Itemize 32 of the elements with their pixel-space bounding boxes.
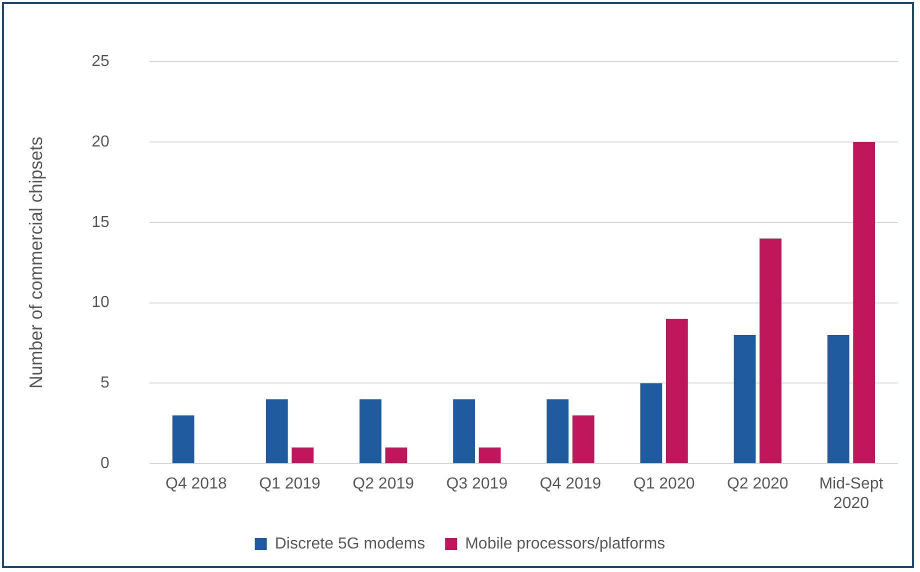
bar: [172, 415, 194, 464]
x-tick-label: Mid-Sept 2020: [819, 476, 884, 512]
bar: [640, 383, 662, 464]
bar: [734, 334, 756, 464]
y-tick-label: 20: [92, 133, 110, 150]
bar: [478, 448, 501, 464]
x-tick-label: Q1 2019: [259, 476, 321, 493]
x-tick-label: Q4 2018: [165, 476, 227, 493]
bar: [827, 334, 850, 464]
bar: [385, 448, 408, 464]
bar: [853, 142, 876, 464]
y-tick-label: 25: [92, 53, 110, 70]
y-tick-label: 0: [100, 455, 110, 472]
bar: [292, 448, 314, 464]
bar: [453, 399, 475, 464]
bar: [266, 399, 288, 464]
x-tick-label: Q2 2020: [726, 476, 788, 493]
y-tick-label: 5: [100, 374, 110, 392]
x-tick-label: Q2 2019: [352, 476, 414, 493]
y-axis-title: Number of commercial chipsets: [26, 136, 46, 389]
bar: [360, 399, 382, 464]
x-tick-label: Q1 2020: [633, 476, 695, 493]
bar: [572, 415, 594, 464]
x-tick-label: Q4 2019: [540, 476, 602, 493]
y-tick-label: 15: [92, 214, 110, 231]
legend-label: Mobile processors/platforms: [465, 535, 666, 552]
y-tick-label: 10: [92, 294, 110, 312]
bar: [546, 399, 569, 464]
legend-label: Discrete 5G modems: [274, 535, 426, 552]
x-tick-label: Q3 2019: [446, 476, 508, 493]
bar: [666, 318, 688, 464]
bar: [760, 238, 782, 464]
